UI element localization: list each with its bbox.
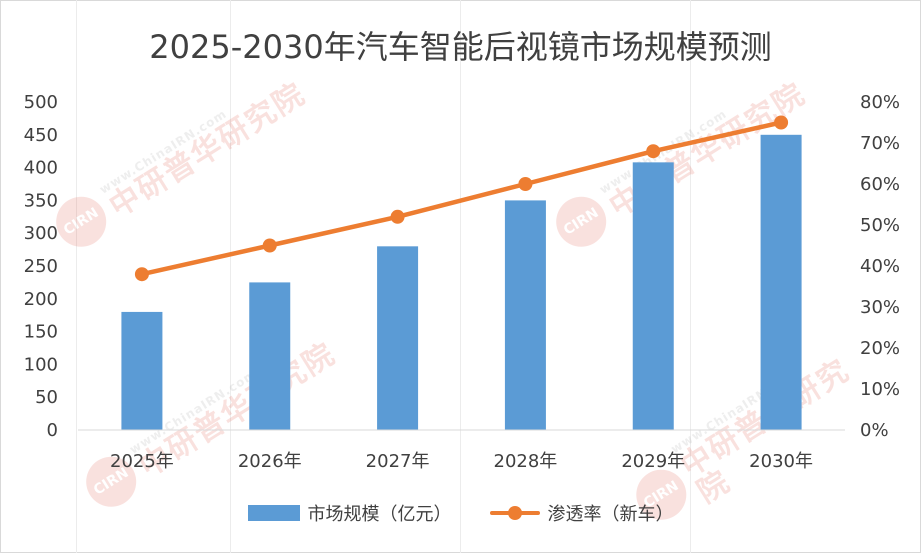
penetration-point-2028年 — [518, 177, 533, 191]
y-left-tick-label: 0 — [47, 420, 58, 441]
y-left-tick-label: 450 — [24, 125, 58, 146]
y-right-tick-label: 30% — [860, 297, 900, 318]
chart-title: 2025-2030年汽车智能后视镜市场规模预测 — [149, 28, 772, 66]
bar-2029年 — [632, 162, 674, 431]
y-right-tick-label: 80% — [860, 92, 900, 113]
penetration-line — [139, 120, 784, 277]
bar-2026年 — [249, 282, 291, 430]
y-right-tick-label: 20% — [860, 338, 900, 359]
y-right-tick-label: 70% — [860, 133, 900, 154]
y-right-tick-label: 60% — [860, 174, 900, 195]
bar-2030年 — [760, 134, 802, 431]
bar-2027年 — [377, 246, 419, 430]
x-tick-label: 2030年 — [749, 451, 813, 472]
y-left-tick-label: 200 — [24, 289, 58, 310]
sheet-gridline — [690, 0, 691, 553]
legend-swatch-bar — [247, 505, 300, 521]
x-tick-label: 2029年 — [621, 451, 685, 472]
y-left-tick-label: 50 — [35, 387, 58, 408]
penetration-point-2027年 — [390, 209, 405, 224]
penetration-point-2026年 — [262, 238, 277, 253]
y-left-tick-label: 100 — [24, 354, 58, 375]
legend-item-penetration: 渗透率（新车） — [489, 500, 674, 526]
bar-2025年 — [121, 311, 163, 430]
legend-swatch-line — [489, 505, 540, 521]
x-tick-label: 2026年 — [238, 451, 302, 472]
sheet-gridline — [460, 0, 461, 553]
y-left-tick-label: 300 — [24, 223, 58, 244]
legend-label-market-size: 市场规模（亿元） — [307, 504, 452, 525]
x-tick-label: 2025年 — [110, 451, 174, 472]
legend-label-penetration: 渗透率（新车） — [547, 504, 674, 525]
bar-2028年 — [504, 200, 546, 430]
y-right-tick-label: 0% — [860, 420, 889, 441]
y-right-tick-label: 40% — [860, 256, 900, 277]
x-tick-label: 2027年 — [366, 451, 430, 472]
y-left-tick-label: 250 — [24, 256, 58, 277]
y-left-tick-label: 500 — [24, 92, 58, 113]
legend: 市场规模（亿元） 渗透率（新车） — [0, 500, 921, 526]
y-left-tick-label: 400 — [24, 158, 58, 179]
legend-item-market-size: 市场规模（亿元） — [247, 500, 452, 526]
y-left-tick-label: 350 — [24, 190, 58, 211]
penetration-point-2029年 — [646, 144, 661, 159]
y-right-tick-label: 50% — [860, 215, 900, 236]
sheet-gridline — [76, 0, 77, 553]
penetration-point-2030年 — [774, 115, 789, 130]
y-left-tick-label: 150 — [24, 322, 58, 343]
penetration-point-2025年 — [134, 267, 149, 282]
x-tick-label: 2028年 — [494, 451, 558, 472]
y-right-tick-label: 10% — [860, 379, 900, 400]
sheet-gridline — [230, 0, 231, 553]
